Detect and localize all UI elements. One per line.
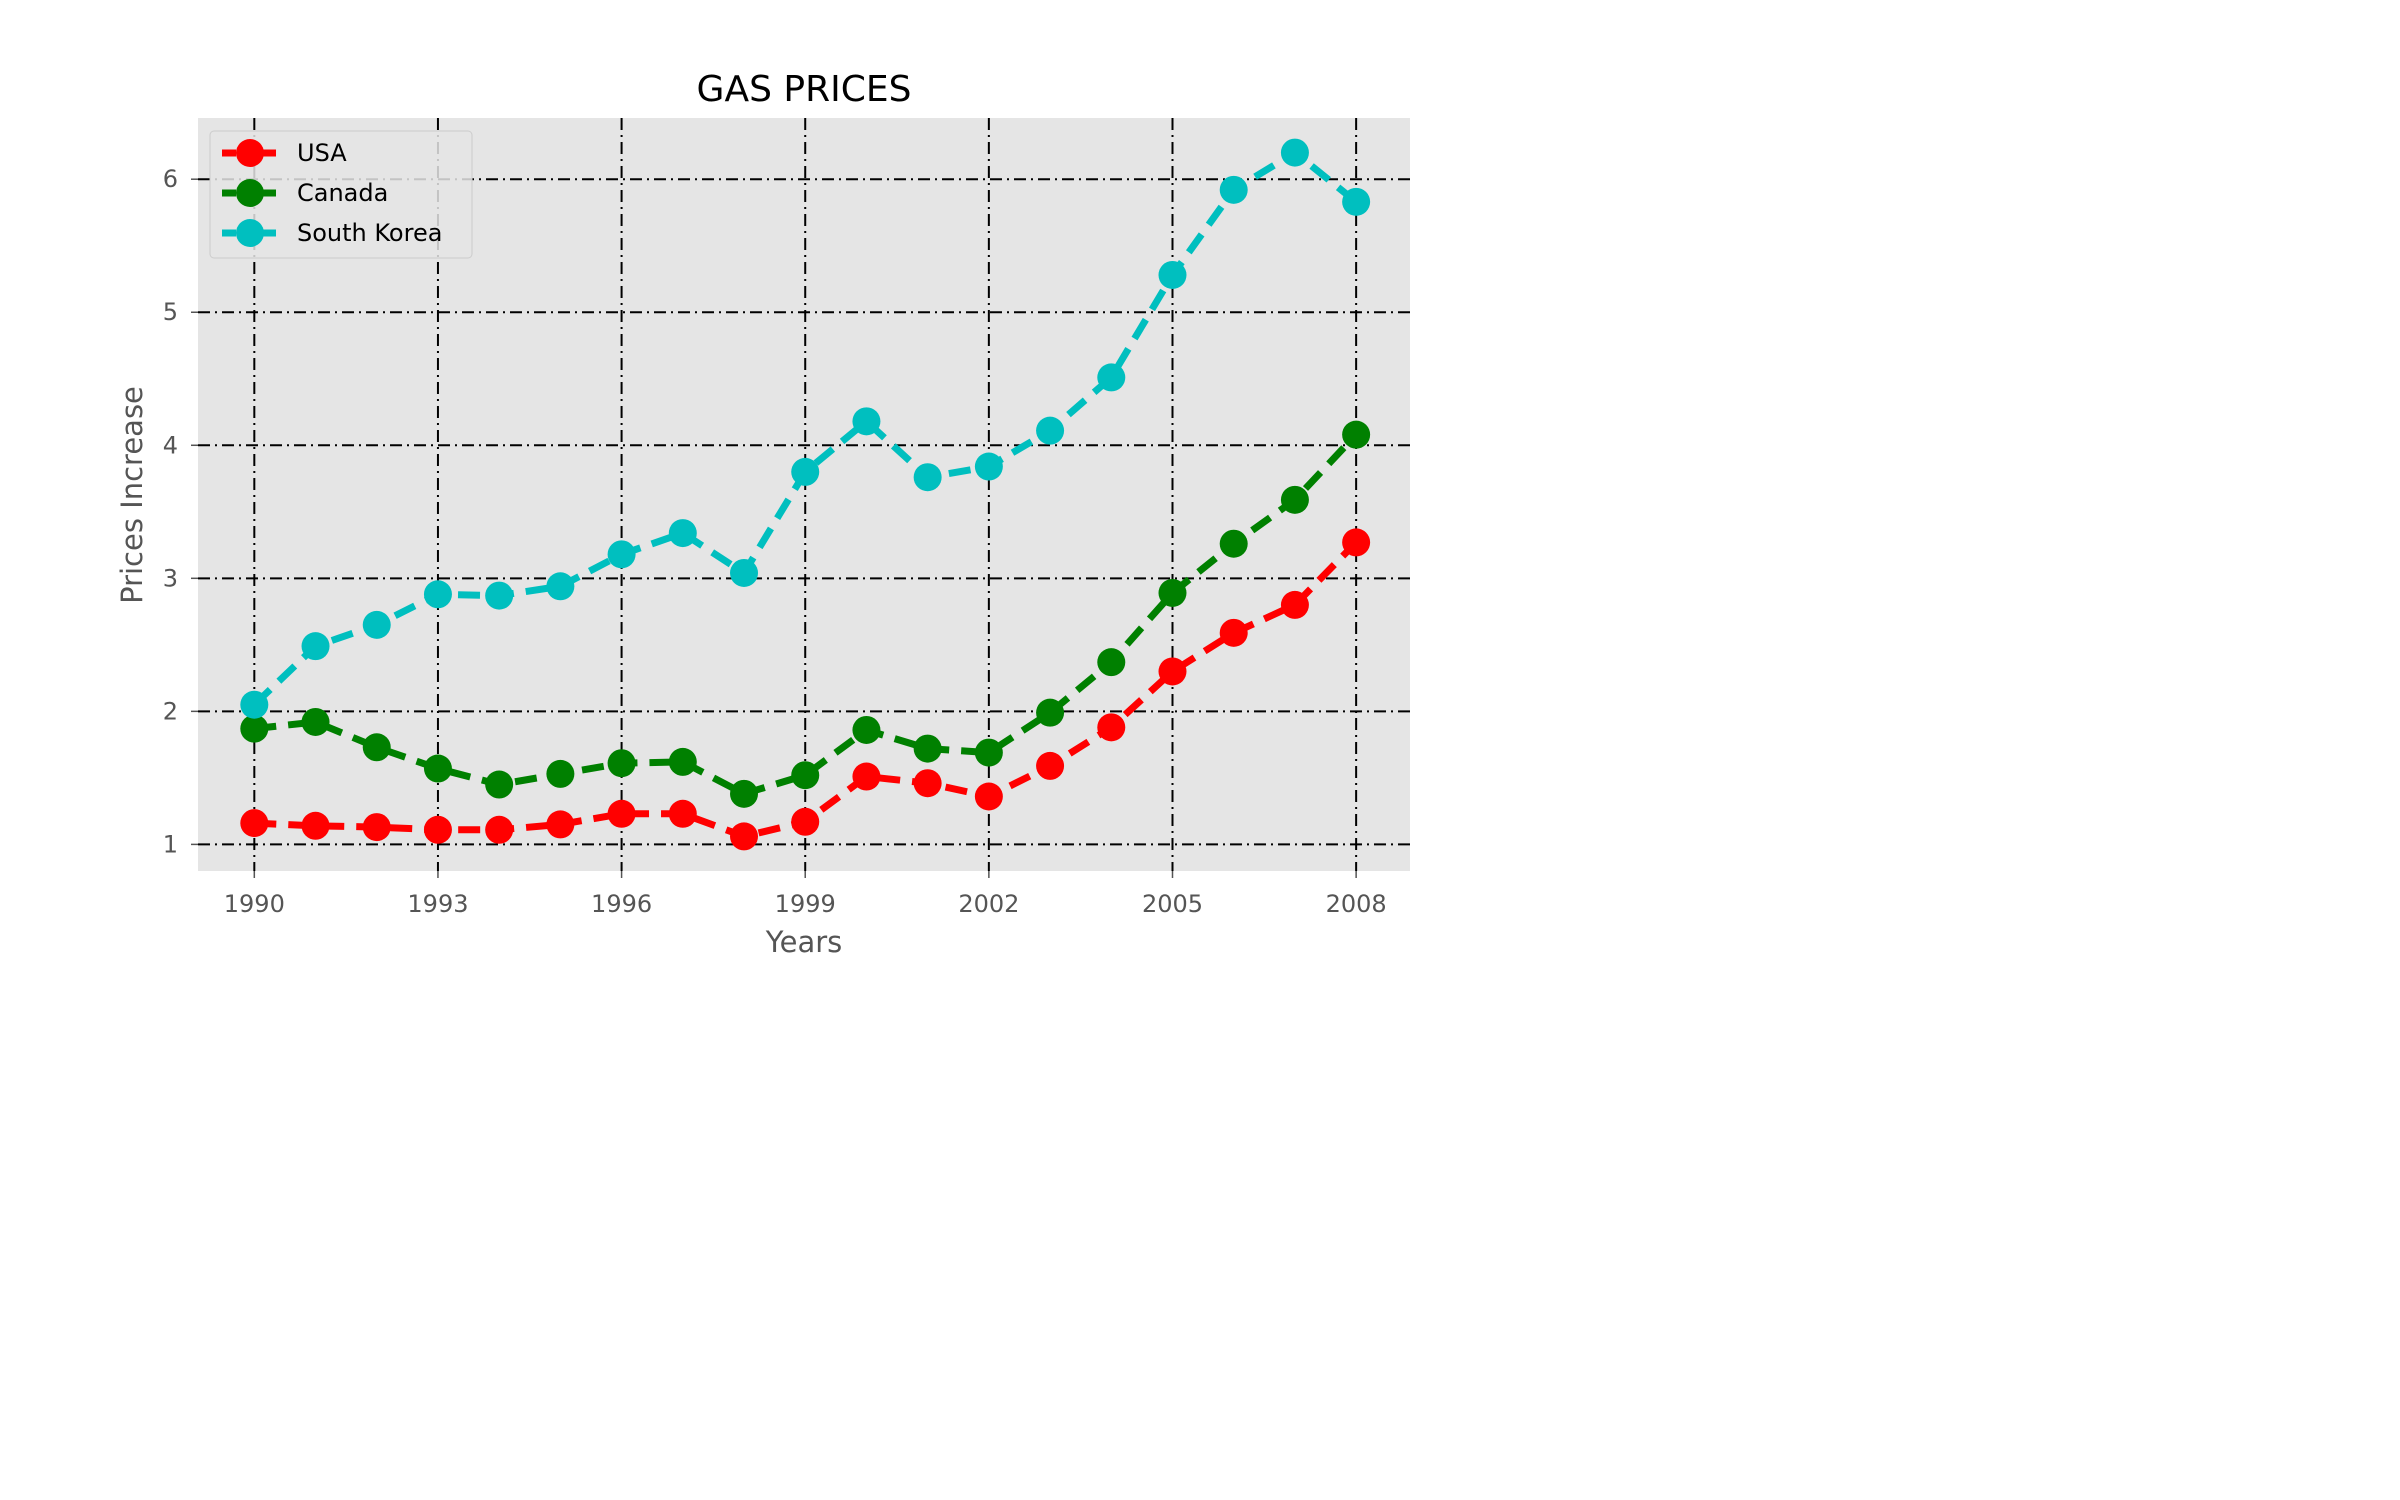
y-tick-label: 5 [163, 298, 178, 326]
data-point-canada [240, 714, 269, 743]
data-point-south-korea [791, 457, 820, 486]
y-tick-label: 1 [163, 830, 178, 858]
data-point-canada [1036, 698, 1065, 727]
data-point-usa [485, 815, 514, 844]
data-point-south-korea [607, 540, 636, 569]
data-point-south-korea [546, 572, 575, 601]
data-point-canada [423, 754, 452, 783]
data-point-canada [362, 733, 391, 762]
legend-label-usa: USA [297, 139, 347, 167]
data-point-south-korea [485, 581, 514, 610]
data-point-usa [668, 799, 697, 828]
y-tick-label: 4 [163, 431, 178, 459]
data-point-canada [730, 779, 759, 808]
x-axis-label: Years [765, 925, 843, 959]
data-point-canada [913, 734, 942, 763]
data-point-south-korea [1280, 138, 1309, 167]
data-point-usa [1219, 618, 1248, 647]
legend-marker-south-korea [236, 219, 264, 247]
data-point-canada [1219, 529, 1248, 558]
data-point-south-korea [974, 452, 1003, 481]
legend-item-canada: Canada [222, 179, 388, 207]
data-point-canada [791, 761, 820, 790]
data-point-usa [730, 822, 759, 851]
legend-marker-usa [236, 139, 264, 167]
series-canada [240, 420, 1371, 808]
x-tick-label: 1993 [407, 890, 468, 918]
data-point-south-korea [668, 519, 697, 548]
data-point-usa [1158, 657, 1187, 686]
legend-box [209, 130, 473, 259]
data-point-usa [913, 769, 942, 798]
data-point-usa [1097, 713, 1126, 742]
data-point-usa [240, 809, 269, 838]
x-tick-label: 2008 [1326, 890, 1387, 918]
data-point-usa [546, 810, 575, 839]
series-layer [240, 138, 1371, 851]
legend-label-canada: Canada [297, 179, 388, 207]
data-point-canada [974, 738, 1003, 767]
data-point-usa [1036, 751, 1065, 780]
data-point-canada [668, 747, 697, 776]
data-point-canada [1342, 420, 1371, 449]
data-point-south-korea [301, 632, 330, 661]
data-point-south-korea [1219, 175, 1248, 204]
legend-item-south-korea: South Korea [222, 219, 442, 247]
data-point-south-korea [852, 407, 881, 436]
chart-title: GAS PRICES [697, 69, 912, 110]
legend: USA Canada South Korea [209, 130, 473, 259]
legend-label-south-korea: South Korea [297, 219, 442, 247]
data-point-usa [607, 799, 636, 828]
data-point-canada [852, 715, 881, 744]
data-point-usa [362, 813, 391, 842]
data-point-south-korea [423, 580, 452, 609]
data-point-canada [485, 770, 514, 799]
legend-marker-canada [236, 179, 264, 207]
x-tick-label: 2005 [1142, 890, 1203, 918]
data-point-canada [607, 749, 636, 778]
x-tick-label: 1999 [775, 890, 836, 918]
data-point-south-korea [1097, 363, 1126, 392]
legend-item-usa: USA [222, 139, 347, 167]
x-tick-label: 2002 [958, 890, 1019, 918]
data-point-south-korea [1036, 416, 1065, 445]
series-south-korea [240, 138, 1371, 719]
data-point-south-korea [240, 690, 269, 719]
y-tick-label: 3 [163, 564, 178, 592]
data-point-south-korea [362, 610, 391, 639]
data-point-usa [852, 762, 881, 791]
y-axis-label: Prices Increase [115, 386, 149, 604]
x-tick-label: 1996 [591, 890, 652, 918]
data-point-south-korea [913, 463, 942, 492]
legend-items: USA Canada South Korea [222, 139, 442, 247]
data-point-canada [301, 707, 330, 736]
data-point-usa [301, 811, 330, 840]
data-point-south-korea [1342, 187, 1371, 216]
data-point-canada [1280, 485, 1309, 514]
data-point-usa [974, 782, 1003, 811]
y-tick-labels: 1 2 3 4 5 6 [163, 165, 178, 858]
data-point-canada [1097, 648, 1126, 677]
y-tick-label: 2 [163, 697, 178, 725]
data-point-usa [1342, 528, 1371, 557]
data-point-usa [1280, 590, 1309, 619]
y-tick-label: 6 [163, 165, 178, 193]
data-point-usa [423, 815, 452, 844]
series-usa [240, 528, 1371, 851]
data-point-canada [546, 759, 575, 788]
x-tick-label: 1990 [224, 890, 285, 918]
gas-prices-chart: 1990 1993 1996 1999 2002 2005 2008 1 2 3 4 5 6 GAS … [0, 0, 1546, 965]
x-tick-labels: 1990 1993 1996 1999 2002 2005 2008 [224, 890, 1387, 918]
data-point-south-korea [730, 558, 759, 587]
data-point-canada [1158, 578, 1187, 607]
grid-lines [191, 118, 1410, 878]
data-point-usa [791, 807, 820, 836]
data-point-south-korea [1158, 260, 1187, 289]
